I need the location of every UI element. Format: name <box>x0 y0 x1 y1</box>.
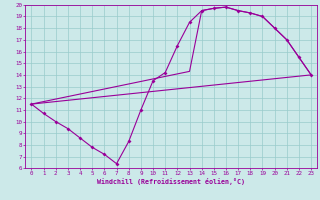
X-axis label: Windchill (Refroidissement éolien,°C): Windchill (Refroidissement éolien,°C) <box>97 178 245 185</box>
